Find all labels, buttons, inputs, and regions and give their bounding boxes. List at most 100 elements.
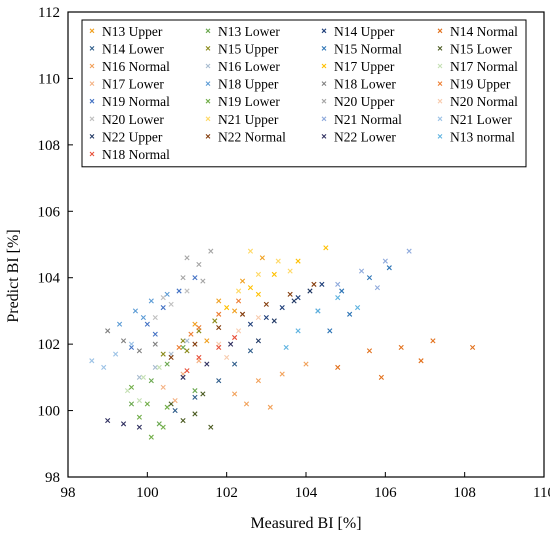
legend-marker xyxy=(437,134,443,139)
data-point xyxy=(128,384,135,390)
legend-label: N19 Lower xyxy=(218,94,280,109)
data-point xyxy=(164,404,170,410)
data-point xyxy=(319,281,325,287)
legend-marker xyxy=(321,28,327,34)
data-point xyxy=(354,305,361,311)
legend-label: N14 Upper xyxy=(334,24,395,39)
x-tick-label: 102 xyxy=(215,485,238,501)
data-point xyxy=(140,314,146,321)
data-point xyxy=(208,424,214,430)
data-point xyxy=(152,341,158,347)
y-tick-label: 102 xyxy=(38,337,61,353)
data-point xyxy=(192,411,198,417)
data-point xyxy=(470,344,476,351)
legend-marker xyxy=(321,116,327,122)
data-point xyxy=(263,301,269,307)
legend-marker xyxy=(437,28,443,34)
data-point xyxy=(235,298,242,304)
legend-label: N22 Lower xyxy=(334,129,396,144)
data-point xyxy=(180,338,186,344)
data-point xyxy=(247,321,254,327)
legend-marker xyxy=(89,28,95,34)
data-point xyxy=(89,358,95,364)
legend-marker xyxy=(89,116,95,122)
data-point xyxy=(255,271,261,277)
data-point xyxy=(311,281,317,287)
legend-label: N15 Normal xyxy=(334,41,402,56)
data-point xyxy=(224,305,230,311)
data-point xyxy=(184,338,190,344)
legend-label: N22 Normal xyxy=(218,129,286,144)
legend-marker xyxy=(321,63,327,69)
x-tick-label: 104 xyxy=(295,485,318,501)
data-point xyxy=(204,338,210,344)
legend-marker xyxy=(205,98,211,104)
x-tick-label: 106 xyxy=(374,485,397,501)
data-point xyxy=(152,314,158,321)
data-point xyxy=(180,417,186,424)
data-point xyxy=(382,258,388,264)
data-point xyxy=(200,391,206,397)
legend-marker xyxy=(205,81,211,86)
data-point xyxy=(105,417,111,424)
data-point xyxy=(196,261,202,268)
data-point xyxy=(243,401,250,407)
data-point xyxy=(192,388,198,394)
data-point xyxy=(255,338,261,344)
data-point xyxy=(128,401,135,407)
legend-label: N13 normal xyxy=(450,129,515,144)
data-point xyxy=(279,305,285,311)
data-point xyxy=(235,288,242,294)
y-tick-label: 104 xyxy=(38,271,61,287)
data-point xyxy=(255,378,261,384)
data-point xyxy=(132,308,139,314)
data-point xyxy=(430,338,436,344)
legend-marker xyxy=(89,46,95,51)
legend-label: N20 Normal xyxy=(450,94,518,109)
data-point xyxy=(148,298,154,304)
data-point xyxy=(232,361,238,367)
data-point xyxy=(267,404,273,410)
legend-label: N18 Lower xyxy=(334,77,396,92)
legend-label: N15 Upper xyxy=(218,41,279,56)
legend-marker xyxy=(89,98,95,104)
legend-marker xyxy=(205,116,211,122)
data-point xyxy=(216,311,222,317)
data-point xyxy=(386,265,392,271)
data-point xyxy=(160,384,166,390)
legend-marker xyxy=(437,63,443,69)
data-point xyxy=(204,361,210,367)
y-tick-label: 106 xyxy=(38,204,61,220)
data-point xyxy=(180,275,186,281)
legend-label: N18 Upper xyxy=(218,77,279,92)
legend-marker xyxy=(437,81,443,86)
data-point xyxy=(239,311,246,317)
data-point xyxy=(374,285,380,291)
y-tick-label: 100 xyxy=(38,404,61,420)
data-point xyxy=(275,258,281,264)
legend-label: N17 Upper xyxy=(334,59,395,74)
data-point xyxy=(235,328,242,334)
data-point xyxy=(232,334,238,341)
data-point xyxy=(172,407,178,414)
data-point xyxy=(216,324,222,331)
data-point xyxy=(247,285,254,291)
data-point xyxy=(152,331,158,337)
legend-marker xyxy=(321,134,327,139)
data-point xyxy=(232,308,238,314)
legend-label: N17 Normal xyxy=(450,59,518,74)
data-point xyxy=(216,298,222,304)
legend-label: N15 Lower xyxy=(450,41,512,56)
legend-label: N16 Normal xyxy=(102,59,170,74)
data-point xyxy=(152,364,158,370)
data-point xyxy=(176,288,182,294)
data-point xyxy=(136,424,142,430)
data-point xyxy=(148,434,154,440)
y-axis-title: Predict BI [%] xyxy=(5,229,22,322)
data-point xyxy=(335,364,341,370)
data-point xyxy=(101,364,107,370)
legend-label: N14 Normal xyxy=(450,24,518,39)
data-point xyxy=(192,394,198,400)
legend-label: N18 Normal xyxy=(102,147,170,162)
data-point xyxy=(192,341,198,347)
